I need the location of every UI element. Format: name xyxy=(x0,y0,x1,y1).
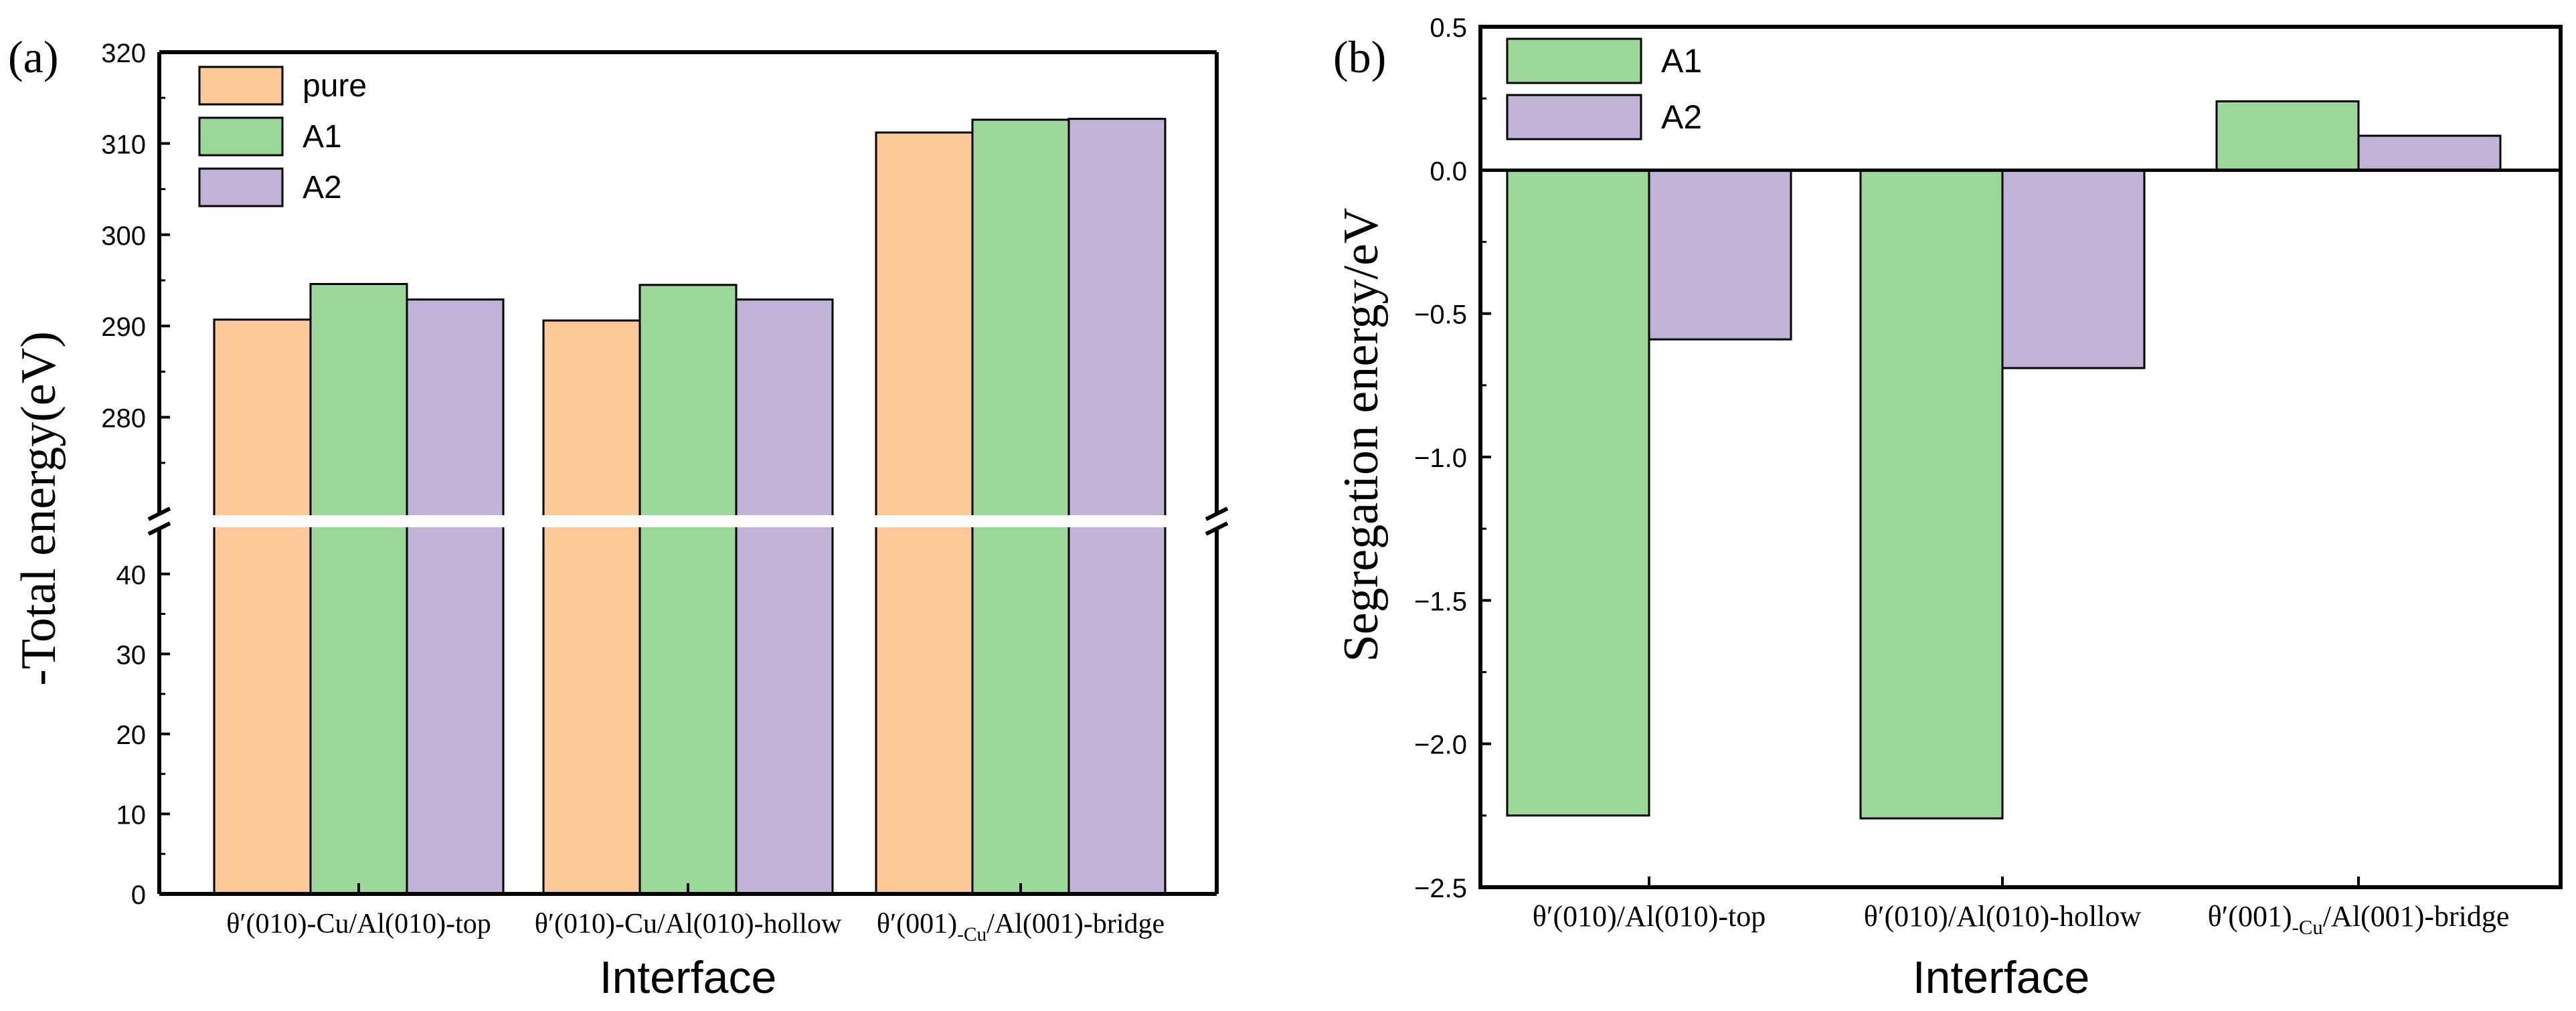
y-tick-label-b-0: 0.5 xyxy=(1430,13,1467,43)
y-tick-label-a-upper-3: 310 xyxy=(101,130,146,159)
x-tick-label-b-0: θ′(010)/Al(010)-top xyxy=(1533,900,1766,933)
y-tick-label-a-lower-1: 10 xyxy=(116,800,147,830)
bar-a-a1-2 xyxy=(971,118,1070,895)
legend-swatch-a-a2 xyxy=(198,167,284,207)
panel-b-label: (b) xyxy=(1333,31,1386,82)
bar-a-pure-1 xyxy=(542,319,641,895)
panel-a-label: (a) xyxy=(8,31,58,82)
y-tick-label-b-5: −2.0 xyxy=(1414,731,1467,760)
legend-label-b-a2: A2 xyxy=(1661,98,1702,136)
bar-a-a2-2 xyxy=(1067,118,1167,895)
bar-a-a2-0 xyxy=(406,298,505,895)
legend-swatch-a-a1 xyxy=(198,116,284,157)
panel-a-legend: pure A1 A2 xyxy=(198,66,367,207)
break-mark-right-2 xyxy=(1205,521,1229,536)
y-tick-label-a-lower-2: 20 xyxy=(116,721,147,750)
bar-a-a1-0 xyxy=(309,282,408,895)
bar-a-pure-0 xyxy=(213,318,312,895)
y-tick-label-a-upper-2: 300 xyxy=(101,221,146,251)
x-tick-label-a-2: θ′(001)-Cu/Al(001)-bridge xyxy=(877,909,1165,945)
panel-a: (a) 0 10 20 30 40 280 290 300 310 320 θ′(010)-Cu/… xyxy=(8,31,1229,1003)
x-tick-label-b-2: θ′(001)-Cu/Al(001)-bridge xyxy=(2208,900,2510,939)
bar-a-pure-2 xyxy=(875,131,974,895)
legend-swatch-a-pure xyxy=(198,66,284,106)
panel-a-y-axis-title: -Total energy(eV) xyxy=(11,331,66,686)
axis-break-gap xyxy=(157,515,1219,527)
y-tick-label-a-lower-3: 30 xyxy=(116,640,147,670)
bar-a-a2-1 xyxy=(735,298,834,895)
panel-a-x-ticks: θ′(010)-Cu/Al(010)-top θ′(010)-Cu/Al(010)… xyxy=(226,883,1165,945)
bar-b-a1-1 xyxy=(1859,169,2004,820)
panel-b: (b) 0.5 0.0 −0.5 −1.0 −1.5 −2.0 −2.5 θ′(010)/A… xyxy=(1333,13,2563,1003)
panel-b-y-ticks: 0.5 0.0 −0.5 −1.0 −1.5 −2.0 −2.5 xyxy=(1414,13,1491,903)
y-tick-label-b-3: −1.0 xyxy=(1414,444,1467,473)
legend-label-a-a2: A2 xyxy=(303,170,342,205)
bar-b-a1-0 xyxy=(1506,169,1650,817)
legend-label-a-pure: pure xyxy=(303,68,367,104)
y-tick-label-a-lower-0: 0 xyxy=(131,881,146,910)
panel-a-bars xyxy=(213,118,1167,895)
panel-b-x-ticks: θ′(010)/Al(010)-top θ′(010)/Al(010)-hollo… xyxy=(1533,877,2510,939)
bar-b-a2-1 xyxy=(2001,169,2146,369)
y-tick-label-b-6: −2.5 xyxy=(1414,874,1467,903)
x-tick-label-a-0: θ′(010)-Cu/Al(010)-top xyxy=(226,909,491,939)
panel-b-x-axis-title: Interface xyxy=(1913,952,2090,1003)
legend-label-b-a1: A1 xyxy=(1661,42,1702,80)
panel-a-y-ticks: 0 10 20 30 40 280 290 300 310 320 xyxy=(101,39,170,910)
bar-b-a2-0 xyxy=(1648,169,1792,341)
bar-a-a1-1 xyxy=(638,284,738,895)
y-tick-label-b-4: −1.5 xyxy=(1414,587,1467,616)
break-mark-right-1 xyxy=(1205,507,1229,521)
x-tick-label-a-1: θ′(010)-Cu/Al(010)-hollow xyxy=(535,909,842,939)
panel-b-bars xyxy=(1506,100,2502,820)
legend-swatch-b-a1 xyxy=(1506,37,1642,84)
y-tick-label-a-lower-4: 40 xyxy=(116,561,147,590)
y-tick-label-a-upper-4: 320 xyxy=(101,39,146,68)
break-mark-left-1 xyxy=(147,507,171,521)
y-tick-label-a-upper-0: 280 xyxy=(101,404,146,434)
y-tick-label-a-upper-1: 290 xyxy=(101,312,146,342)
y-tick-label-b-2: −0.5 xyxy=(1414,300,1467,330)
x-tick-label-b-1: θ′(010)/Al(010)-hollow xyxy=(1864,900,2142,933)
panel-a-x-axis-title: Interface xyxy=(600,952,777,1003)
bar-b-a1-2 xyxy=(2215,100,2360,171)
y-tick-label-b-1: 0.0 xyxy=(1430,157,1467,186)
legend-swatch-b-a2 xyxy=(1506,94,1642,141)
panel-b-y-axis-title: Segregation energy/eV xyxy=(1334,208,1389,662)
legend-label-a-a1: A1 xyxy=(303,119,342,155)
break-mark-left-2 xyxy=(147,521,171,536)
bar-b-a2-2 xyxy=(2357,134,2502,171)
